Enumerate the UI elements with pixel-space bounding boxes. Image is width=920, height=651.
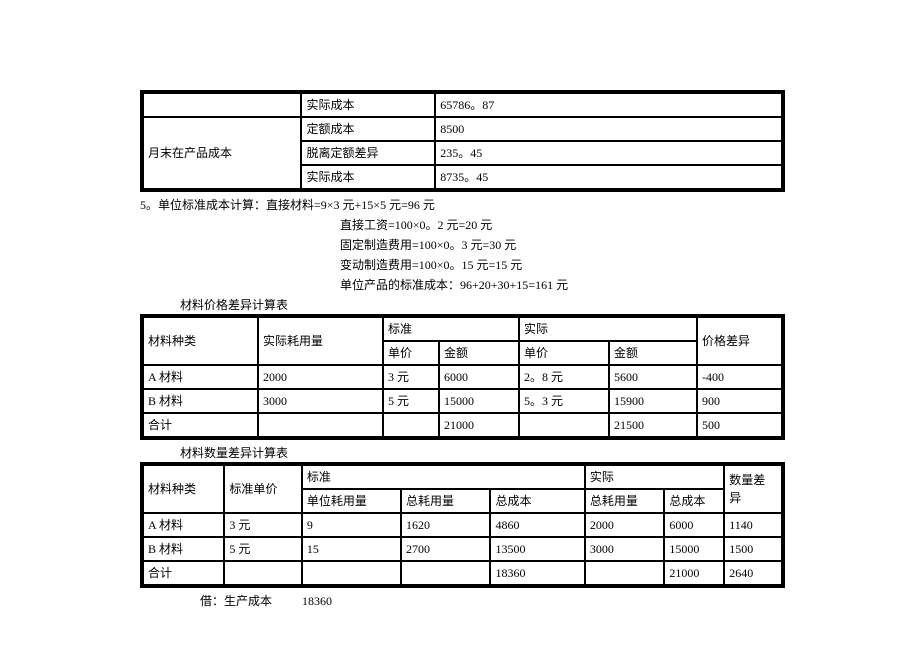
cell: 21000 [439,413,519,437]
table-row: A 材料 3 元 9 1620 4860 2000 6000 1140 [143,513,782,537]
col-material-type: 材料种类 [143,317,258,365]
cell: 21000 [664,561,724,585]
cell: 5 元 [224,537,301,561]
cell: 脱离定额差异 [301,141,435,165]
cell: B 材料 [143,389,258,413]
cell: 2。8 元 [519,365,609,389]
cell: 3 元 [224,513,301,537]
cell: 15900 [609,389,697,413]
cell: 235。45 [435,141,782,165]
cell: 2000 [258,365,383,389]
cell: 8500 [435,117,782,141]
col-total-cost: 总成本 [490,489,584,513]
cell: 2640 [724,561,782,585]
cell [383,413,439,437]
quantity-variance-table: 材料种类 标准单价 标准 实际 数量差异 单位耗用量 总耗用量 总成本 总耗用量… [140,462,785,588]
price-variance-table: 材料种类 实际耗用量 标准 实际 价格差异 单价 金额 单价 金额 A 材料 2… [140,314,785,440]
cell [401,561,490,585]
col-actual: 实际 [519,317,697,341]
cell: 3000 [585,537,665,561]
calc-line-3: 固定制造费用=100×0。3 元=30 元 [140,236,780,254]
cell: 500 [697,413,782,437]
cell: 1500 [724,537,782,561]
cell: A 材料 [143,365,258,389]
col-price-diff: 价格差异 [697,317,782,365]
cell: 1140 [724,513,782,537]
journal-entry: 借：生产成本 18360 [140,592,780,610]
col-total-cost: 总成本 [664,489,724,513]
cell [143,93,301,117]
cell: 定额成本 [301,117,435,141]
table-row: 合计 18360 21000 2640 [143,561,782,585]
cell: 900 [697,389,782,413]
col-total-usage: 总耗用量 [585,489,665,513]
calc-line-2: 直接工资=100×0。2 元=20 元 [140,216,780,234]
table-row: B 材料 5 元 15 2700 13500 3000 15000 1500 [143,537,782,561]
cell: 2700 [401,537,490,561]
cell [224,561,301,585]
cell: 6000 [664,513,724,537]
cell: 1620 [401,513,490,537]
cell: 15 [302,537,401,561]
col-actual: 实际 [585,465,724,489]
cell: 15000 [664,537,724,561]
cell: 5 元 [383,389,439,413]
col-actual-usage: 实际耗用量 [258,317,383,365]
cell: 3 元 [383,365,439,389]
cell: 实际成本 [301,93,435,117]
cell [302,561,401,585]
cell: 合计 [143,561,224,585]
cell: 5。3 元 [519,389,609,413]
cell: 15000 [439,389,519,413]
table-row: 实际成本 65786。87 [143,93,782,117]
cell: 3000 [258,389,383,413]
cell [258,413,383,437]
table-row: 月末在产品成本 定额成本 8500 [143,117,782,141]
cell: 2000 [585,513,665,537]
col-unit-usage: 单位耗用量 [302,489,401,513]
cell: 5600 [609,365,697,389]
calc-line-4: 变动制造费用=100×0。15 元=15 元 [140,256,780,274]
table-row: B 材料 3000 5 元 15000 5。3 元 15900 900 [143,389,782,413]
cell: 月末在产品成本 [143,117,301,189]
cell: 65786。87 [435,93,782,117]
col-material-type: 材料种类 [143,465,224,513]
cell: A 材料 [143,513,224,537]
calc-line-1: 5。单位标准成本计算：直接材料=9×3 元+15×5 元=96 元 [140,196,780,214]
cell: B 材料 [143,537,224,561]
cost-summary-table: 实际成本 65786。87 月末在产品成本 定额成本 8500 脱离定额差异 2… [140,90,785,192]
col-quantity-diff: 数量差异 [724,465,782,513]
cell [585,561,665,585]
cell: 13500 [490,537,584,561]
col-standard-price: 标准单价 [224,465,301,513]
table-header-row: 材料种类 实际耗用量 标准 实际 价格差异 [143,317,782,341]
cell: -400 [697,365,782,389]
calc-line-5: 单位产品的标准成本：96+20+30+15=161 元 [140,276,780,294]
table2-caption: 材料价格差异计算表 [140,296,780,314]
cell: 实际成本 [301,165,435,189]
col-standard: 标准 [302,465,585,489]
table-row: A 材料 2000 3 元 6000 2。8 元 5600 -400 [143,365,782,389]
table3-caption: 材料数量差异计算表 [140,444,780,462]
cell: 6000 [439,365,519,389]
col-amount: 金额 [439,341,519,365]
table-row: 合计 21000 21500 500 [143,413,782,437]
col-total-usage: 总耗用量 [401,489,490,513]
cell: 9 [302,513,401,537]
cell: 18360 [490,561,584,585]
col-standard: 标准 [383,317,519,341]
col-unit-price: 单价 [383,341,439,365]
col-unit-price: 单价 [519,341,609,365]
col-amount: 金额 [609,341,697,365]
cell: 21500 [609,413,697,437]
cell [519,413,609,437]
cell: 8735。45 [435,165,782,189]
cell: 4860 [490,513,584,537]
table-header-row: 材料种类 标准单价 标准 实际 数量差异 [143,465,782,489]
cell: 合计 [143,413,258,437]
